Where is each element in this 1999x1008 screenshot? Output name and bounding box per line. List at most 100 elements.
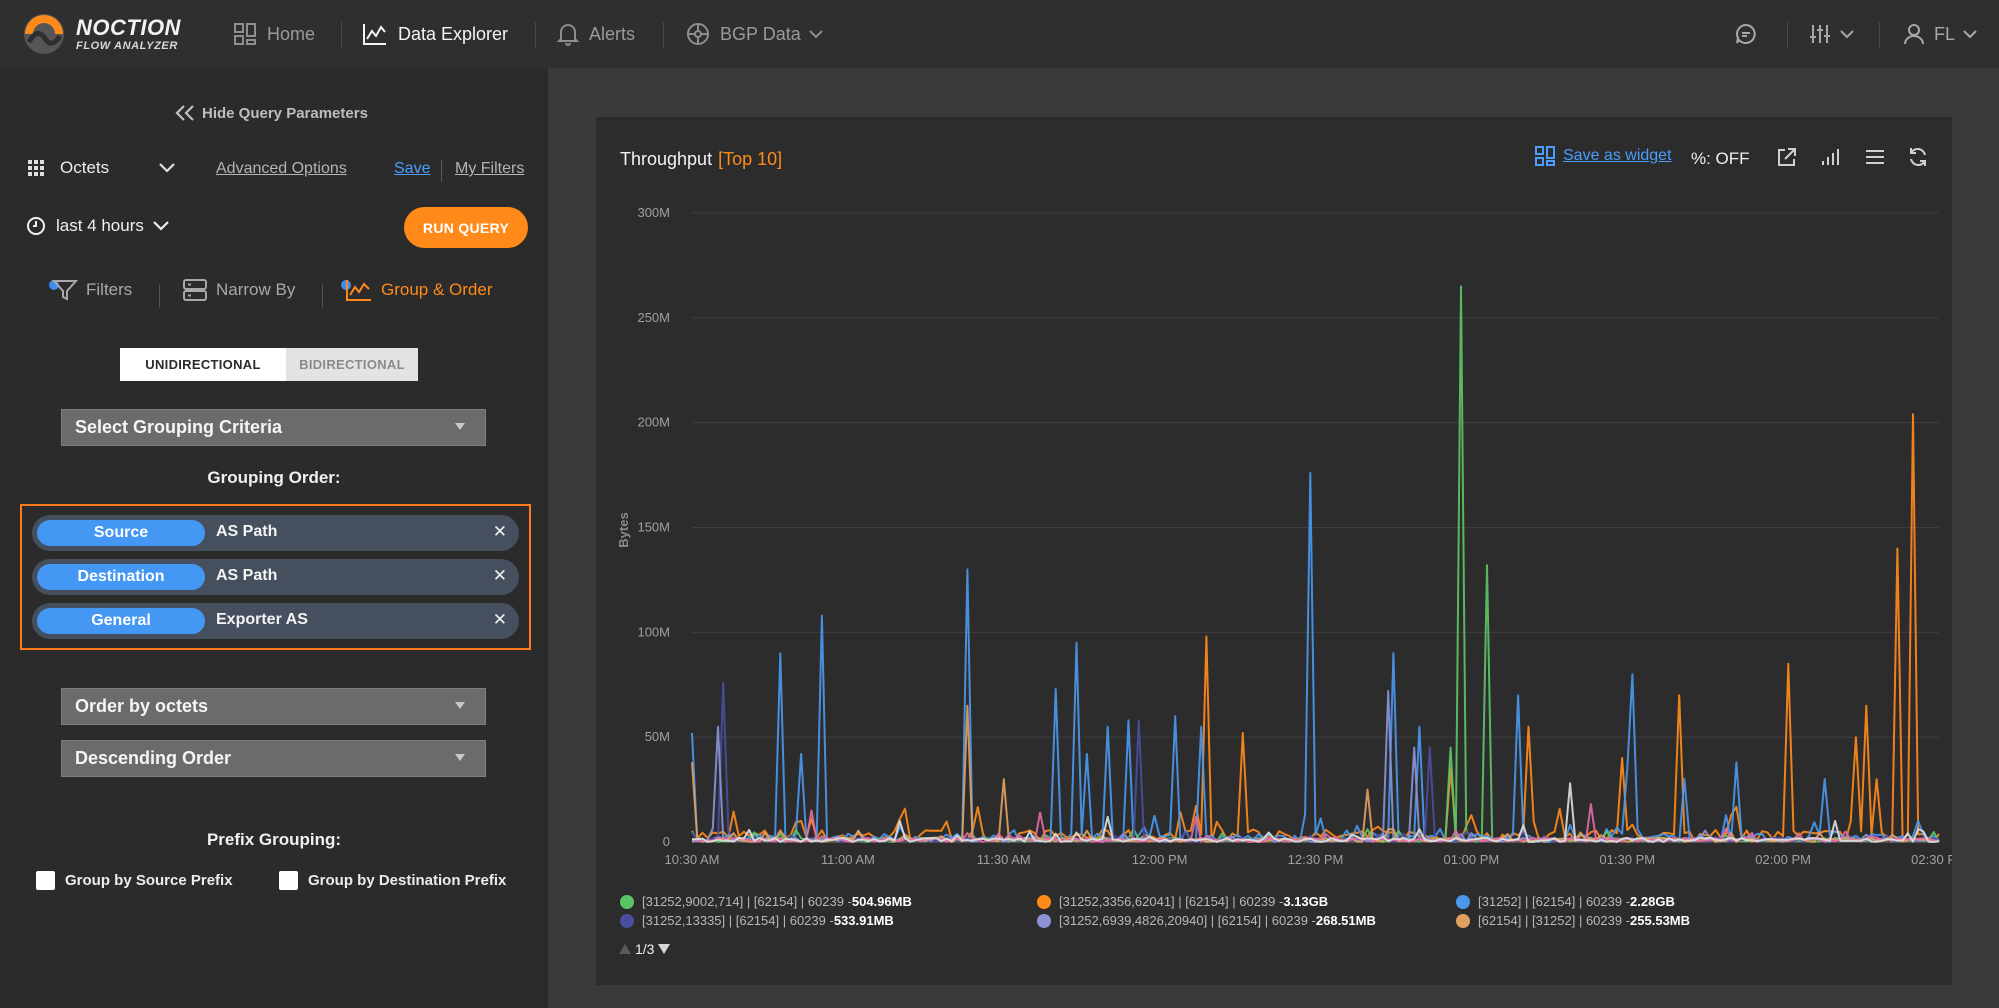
- throughput-widget: Throughput [Top 10] Save as widget %: OFF…: [596, 117, 1952, 985]
- group-by-source-prefix-checkbox[interactable]: Group by Source Prefix: [36, 871, 233, 890]
- grouping-scope-badge[interactable]: General: [37, 608, 205, 634]
- server-stack-icon: [183, 279, 207, 301]
- chevron-down-icon[interactable]: [158, 162, 176, 174]
- widget-title: Throughput [Top 10]: [620, 149, 782, 170]
- time-range-select[interactable]: last 4 hours: [26, 216, 170, 236]
- legend-item[interactable]: [31252,6939,4826,20940] | [62154] | 6023…: [1037, 913, 1376, 928]
- order-by-select[interactable]: Order by octets: [61, 688, 486, 725]
- group-by-destination-prefix-checkbox[interactable]: Group by Destination Prefix: [279, 871, 506, 890]
- remove-grouping-icon[interactable]: ✕: [492, 522, 507, 541]
- legend-value: 268.51MB: [1315, 913, 1376, 928]
- grouping-order-item[interactable]: Source AS Path ✕: [32, 515, 519, 551]
- grouping-scope-badge[interactable]: Destination: [37, 564, 205, 590]
- metric-select[interactable]: Octets: [28, 158, 109, 178]
- remove-grouping-icon[interactable]: ✕: [492, 610, 507, 629]
- tab-narrow-by[interactable]: Narrow By: [182, 278, 295, 302]
- tab-group-order-label: Group & Order: [381, 280, 493, 299]
- dropdown-arrow-icon: [455, 754, 465, 761]
- y-tick-label: 0: [663, 834, 670, 849]
- percent-toggle[interactable]: %: OFF: [1691, 149, 1750, 168]
- unidirectional-toggle[interactable]: UNIDIRECTIONAL: [120, 348, 286, 381]
- order-by-label: Order by octets: [75, 696, 209, 716]
- metric-value: Octets: [60, 158, 110, 177]
- tab-filters[interactable]: Filters: [52, 278, 132, 302]
- legend-label: [31252,9002,714] | [62154] | 60239 -: [642, 894, 852, 909]
- legend-color-dot: [1037, 894, 1051, 909]
- legend-value: 504.96MB: [851, 894, 912, 909]
- noction-logo-icon: [24, 14, 64, 54]
- legend-item[interactable]: [31252,13335] | [62154] | 60239 - 533.91…: [620, 913, 894, 928]
- x-tick-label: 02:30 PM: [1911, 852, 1952, 867]
- x-tick-label: 11:00 AM: [821, 852, 875, 867]
- y-tick-label: 250M: [637, 310, 670, 325]
- user-menu-button[interactable]: FL: [1902, 0, 1977, 68]
- noction-logo[interactable]: NOCTION FLOW ANALYZER: [22, 12, 181, 56]
- legend-item[interactable]: [31252] | [62154] | 60239 - 2.28GB: [1456, 894, 1675, 909]
- sliders-icon: [1810, 25, 1830, 43]
- my-filters-link[interactable]: My Filters: [455, 160, 525, 177]
- legend-color-dot: [620, 894, 634, 909]
- save-as-widget-button[interactable]: Save as widget: [1535, 146, 1672, 166]
- run-query-button[interactable]: RUN QUERY: [404, 207, 528, 248]
- order-direction-select[interactable]: Descending Order: [61, 740, 486, 777]
- legend-color-dot: [1037, 913, 1051, 928]
- dashboard-grid-icon: [1535, 146, 1555, 166]
- legend-pager: 1/3: [618, 941, 671, 957]
- settings-menu-button[interactable]: [1808, 0, 1854, 68]
- nav-home[interactable]: Home: [233, 0, 315, 68]
- line-chart-icon: [363, 24, 386, 45]
- chevron-down-icon: [153, 221, 169, 231]
- checkbox-box[interactable]: [279, 871, 298, 890]
- chat-button[interactable]: [1734, 0, 1758, 68]
- funnel-icon: [52, 280, 78, 301]
- dropdown-arrow-icon: [455, 702, 465, 709]
- legend-label: [31252] | [62154] | 60239 -: [1478, 894, 1631, 909]
- grouping-criteria-select[interactable]: Select Grouping Criteria: [61, 409, 486, 446]
- bidirectional-toggle[interactable]: BIDIRECTIONAL: [286, 348, 418, 381]
- grouping-scope-badge[interactable]: Source: [37, 520, 205, 546]
- dropdown-arrow-icon: [455, 423, 465, 430]
- nav-data-explorer[interactable]: Data Explorer: [362, 0, 508, 68]
- y-tick-label: 200M: [637, 415, 670, 430]
- grouping-order-item[interactable]: General Exporter AS ✕: [32, 603, 519, 639]
- throughput-line-chart[interactable]: 0 50M 100M 150M 200M 250M 300M 10:30 AM 11:00 A…: [596, 117, 1952, 917]
- legend-item[interactable]: [31252,3356,62041] | [62154] | 60239 - 3…: [1037, 894, 1328, 909]
- save-link[interactable]: Save: [394, 160, 431, 177]
- x-tick-label: 01:30 PM: [1599, 852, 1655, 867]
- hamburger-menu-icon[interactable]: [1864, 146, 1886, 168]
- checkbox-box[interactable]: [36, 871, 55, 890]
- y-axis-ticks: 0 50M 100M 150M 200M 250M 300M: [637, 205, 670, 849]
- nav-data-explorer-label: Data Explorer: [398, 23, 509, 44]
- chevron-down-icon: [1840, 30, 1854, 39]
- dashboard-grid-icon: [234, 23, 256, 45]
- bell-icon: [557, 24, 579, 46]
- refresh-icon[interactable]: [1907, 146, 1929, 168]
- hide-query-parameters-button[interactable]: Hide Query Parameters: [174, 104, 368, 122]
- nav-alerts[interactable]: Alerts: [557, 0, 635, 68]
- legend-item[interactable]: [62154] | [31252] | 60239 - 255.53MB: [1456, 913, 1690, 928]
- remove-grouping-icon[interactable]: ✕: [492, 566, 507, 585]
- triangle-up-icon[interactable]: [618, 943, 632, 955]
- advanced-options-link[interactable]: Advanced Options: [216, 160, 347, 177]
- nav-bgp-data[interactable]: BGP Data: [686, 0, 833, 68]
- line-chart-icon: [346, 280, 371, 301]
- chart-gridlines: [692, 212, 1939, 843]
- external-link-icon[interactable]: [1776, 146, 1798, 168]
- bar-chart-icon[interactable]: [1820, 146, 1842, 168]
- grouping-order-title: Grouping Order:: [207, 468, 341, 487]
- widget-title-text: Throughput: [620, 149, 713, 169]
- legend-item[interactable]: [31252,9002,714] | [62154] | 60239 - 504…: [620, 894, 912, 909]
- y-tick-label: 50M: [645, 729, 670, 744]
- logo-title: NOCTION: [76, 14, 181, 40]
- legend-value: 3.13GB: [1283, 894, 1329, 909]
- grouping-order-item[interactable]: Destination AS Path ✕: [32, 559, 519, 595]
- legend-color-dot: [1456, 913, 1470, 928]
- query-parameters-panel: Hide Query Parameters Octets Advanced Op…: [0, 68, 548, 1008]
- clock-icon: [27, 217, 45, 235]
- triangle-down-icon[interactable]: [657, 943, 671, 955]
- tab-group-order[interactable]: Group & Order: [345, 278, 493, 302]
- legend-label: [31252,3356,62041] | [62154] | 60239 -: [1059, 894, 1284, 909]
- grouping-field: AS Path: [216, 567, 278, 584]
- hide-query-label: Hide Query Parameters: [202, 104, 368, 122]
- top-navigation-bar: NOCTION FLOW ANALYZER Home Data Explorer…: [0, 0, 1999, 68]
